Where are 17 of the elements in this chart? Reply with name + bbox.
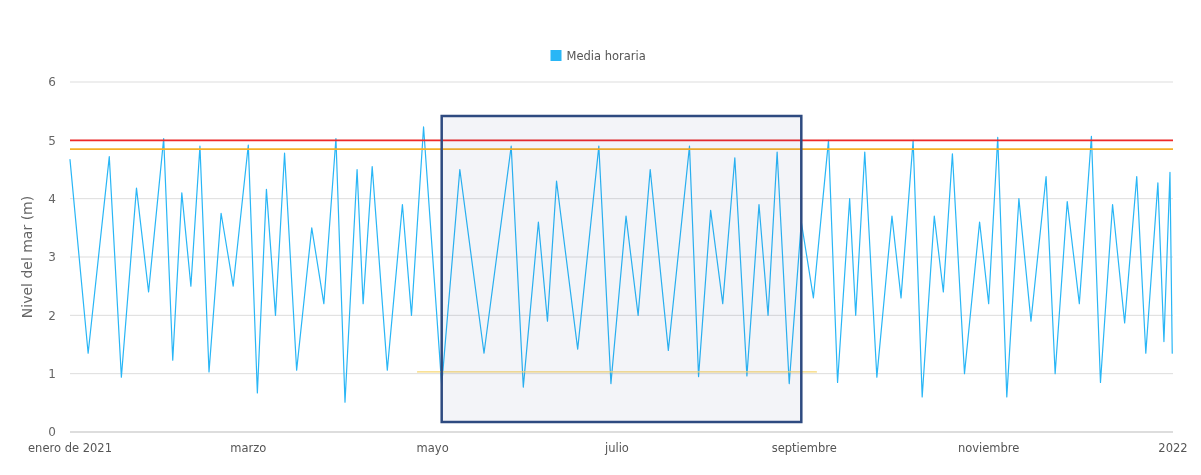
y-tick-label: 2 — [48, 308, 56, 323]
x-tick-label: septiembre — [771, 441, 837, 455]
y-tick-label: 0 — [48, 425, 56, 440]
x-tick-label: 2022 — [1158, 441, 1188, 455]
y-tick-label: 1 — [48, 366, 56, 381]
x-tick-label: julio — [604, 441, 629, 455]
y-tick-label: 6 — [48, 75, 56, 90]
legend-label: Media horaria — [566, 49, 646, 64]
x-tick-label: noviembre — [957, 441, 1020, 455]
y-tick-label: 5 — [48, 133, 56, 148]
x-tick-label: marzo — [230, 441, 267, 455]
x-tick-label: enero de 2021 — [28, 441, 112, 455]
y-tick-label: 4 — [48, 191, 56, 206]
y-tick-label: 3 — [48, 250, 56, 265]
line-series — [69, 126, 1173, 403]
y-axis-title: Nivel del mar (m) — [19, 195, 35, 319]
x-tick-label: mayo — [416, 441, 449, 455]
